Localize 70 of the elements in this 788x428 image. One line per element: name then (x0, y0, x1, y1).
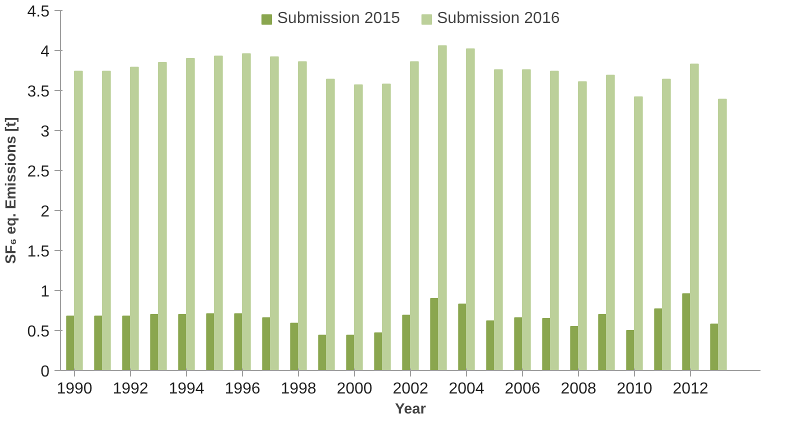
bar (178, 314, 187, 370)
y-tick-label: 0 (40, 364, 50, 380)
bar (682, 293, 691, 370)
bar (234, 313, 243, 370)
x-tick-label: 1994 (168, 380, 204, 398)
y-tick-label: 3 (40, 124, 50, 140)
bar (94, 316, 103, 370)
bar (158, 62, 167, 370)
bar (494, 69, 503, 370)
bar (262, 317, 271, 370)
bar (662, 78, 671, 370)
bar (130, 66, 139, 370)
bar (438, 45, 447, 370)
bar (102, 70, 111, 370)
bar (74, 70, 83, 370)
bar (214, 56, 223, 370)
legend-label: Submission 2016 (437, 10, 560, 28)
x-axis-title: Year (395, 402, 426, 418)
bar (186, 58, 195, 370)
bar (486, 320, 495, 370)
bar (66, 316, 75, 370)
bar (690, 64, 699, 370)
x-tick-label: 2000 (336, 380, 372, 398)
bar (522, 69, 531, 370)
bar (606, 74, 615, 370)
bar (654, 308, 663, 370)
x-tick-label: 1996 (224, 380, 260, 398)
x-tick-label: 2004 (448, 380, 484, 398)
y-axis-title: SF₆ eq. Emissions [t] (3, 117, 20, 264)
x-tick-label: 2010 (616, 380, 652, 398)
legend-label: Submission 2015 (277, 10, 400, 28)
bar (626, 330, 635, 370)
bar (206, 313, 215, 370)
y-tick-label: 4.5 (27, 4, 50, 20)
y-tick-label: 1.5 (27, 244, 50, 260)
bar (354, 84, 363, 370)
bar (710, 324, 719, 370)
bar (382, 84, 391, 370)
bar (598, 314, 607, 370)
bar (578, 81, 587, 370)
bar (298, 61, 307, 370)
bar (634, 96, 643, 370)
bar (270, 56, 279, 370)
y-tick-label: 2 (40, 204, 50, 220)
y-tick-label: 1 (40, 284, 50, 300)
x-tick-label: 2012 (672, 380, 708, 398)
y-tick-label: 2.5 (27, 164, 50, 180)
bar (570, 326, 579, 370)
bar (430, 298, 439, 370)
bar (122, 316, 131, 370)
x-tick-label: 2008 (560, 380, 596, 398)
x-tick-label: 1992 (112, 380, 148, 398)
y-tick-label: 4 (40, 44, 50, 60)
y-tick-label: 3.5 (27, 84, 50, 100)
bar (458, 304, 467, 370)
x-tick-label: 1990 (56, 380, 92, 398)
bar (410, 61, 419, 370)
bar (550, 70, 559, 370)
bar (542, 318, 551, 370)
x-tick-label: 2002 (392, 380, 428, 398)
bar (466, 48, 475, 370)
x-tick-label: 1998 (280, 380, 316, 398)
bar (718, 98, 727, 370)
x-tick-label: 2006 (504, 380, 540, 398)
bar (242, 53, 251, 370)
bar (514, 317, 523, 370)
y-tick-label: 0.5 (27, 324, 50, 340)
bar (326, 78, 335, 370)
bar (402, 314, 411, 370)
bar (150, 314, 159, 370)
